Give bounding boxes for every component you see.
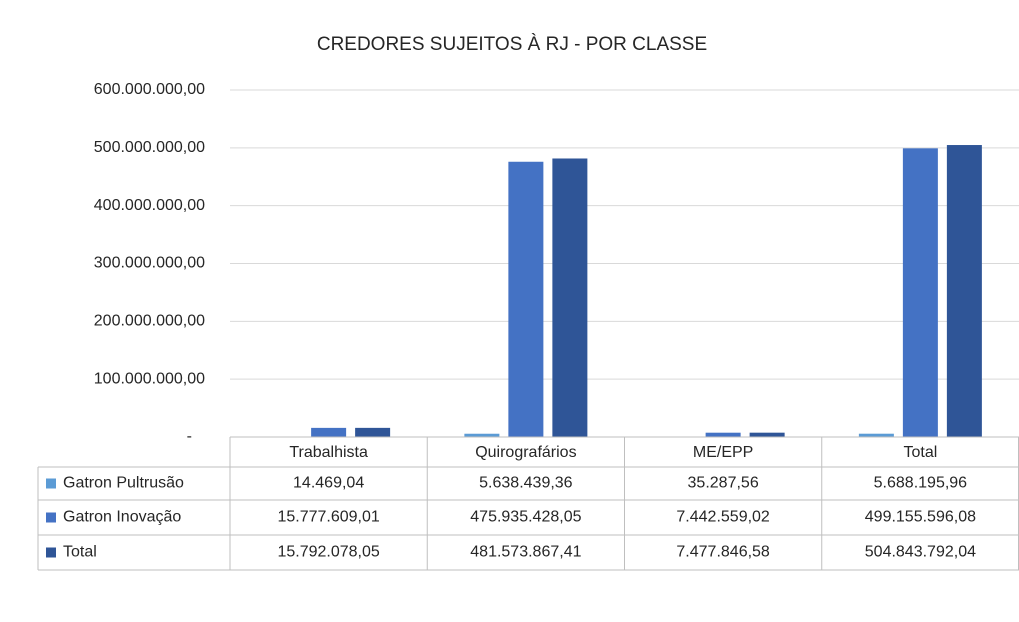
- data-label: 481.573.867,41: [470, 544, 581, 561]
- legend-label: Total: [63, 544, 97, 561]
- bar: [858, 433, 894, 437]
- bar: [749, 432, 785, 437]
- x-tick-label: Quirografários: [475, 444, 576, 461]
- data-label: 504.843.792,04: [865, 544, 976, 561]
- data-label: 35.287,56: [688, 475, 759, 492]
- data-label: 15.792.078,05: [277, 544, 379, 561]
- legend-swatch: [46, 547, 56, 558]
- bar: [311, 427, 347, 437]
- y-tick-label: 600.000.000,00: [94, 81, 205, 98]
- x-tick-label: Total: [903, 444, 937, 461]
- legend-swatch: [46, 512, 56, 523]
- data-label: 5.688.195,96: [874, 475, 968, 492]
- legend-swatch: [46, 478, 56, 489]
- y-tick-label: 200.000.000,00: [94, 313, 205, 330]
- data-label: 7.477.846,58: [676, 544, 770, 561]
- data-label: 5.638.439,36: [479, 475, 573, 492]
- bar: [902, 148, 938, 437]
- bar: [508, 161, 544, 437]
- bar: [946, 145, 982, 437]
- y-tick-label: 300.000.000,00: [94, 255, 205, 272]
- y-tick-label: 400.000.000,00: [94, 197, 205, 214]
- data-label: 14.469,04: [293, 475, 364, 492]
- x-tick-label: Trabalhista: [289, 444, 368, 461]
- legend-label: Gatron Pultrusão: [63, 475, 184, 492]
- x-tick-label: ME/EPP: [693, 444, 753, 461]
- legend-label: Gatron Inovação: [63, 509, 181, 526]
- data-label: 15.777.609,01: [277, 509, 379, 526]
- bar: [705, 432, 741, 437]
- y-tick-label: 100.000.000,00: [94, 370, 205, 387]
- y-tick-label: 500.000.000,00: [94, 139, 205, 156]
- data-label: 7.442.559,02: [676, 509, 770, 526]
- chart-title: CREDORES SUJEITOS À RJ - POR CLASSE: [317, 34, 707, 55]
- data-label: 475.935.428,05: [470, 509, 581, 526]
- data-label: 499.155.596,08: [865, 509, 976, 526]
- y-tick-label: -: [187, 428, 192, 445]
- bar: [355, 427, 391, 437]
- bar: [552, 158, 588, 437]
- bar: [464, 433, 500, 437]
